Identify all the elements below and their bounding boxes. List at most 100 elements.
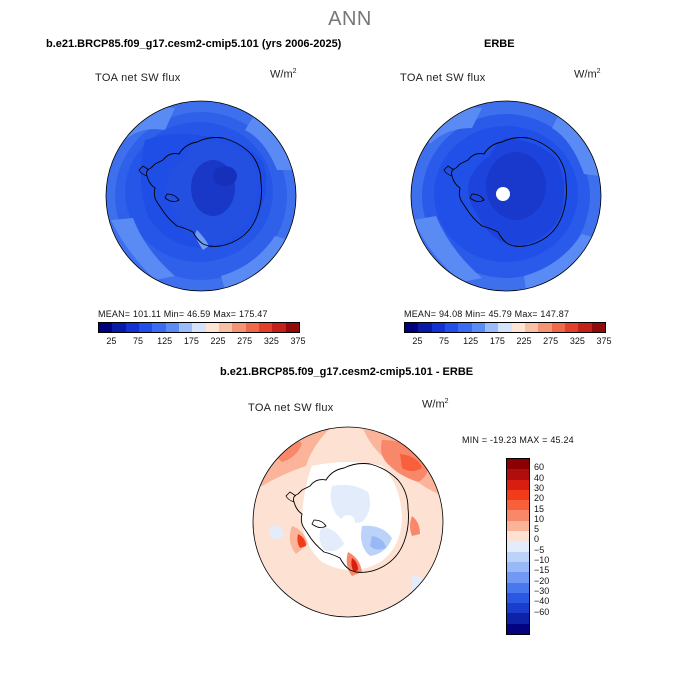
panel1-colorbar-ticks: 25 75 125 175 225 275 325 375 [98,336,305,348]
colorbar-tick-label: −5 [534,544,545,555]
colorbar-swatch [564,323,579,332]
colorbar-swatch [507,582,529,593]
colorbar-tick-label: 10 [534,513,545,524]
colorbar-swatch [285,323,299,332]
colorbar-tick-label: 225 [210,336,226,346]
colorbar-tick-label: 60 [534,462,545,473]
colorbar-swatch [507,489,529,501]
colorbar-swatch [458,323,472,332]
colorbar-swatch [165,323,179,332]
panel1-variable-label: TOA net SW flux [95,72,181,84]
colorbar-tick-label: −20 [534,575,550,586]
colorbar-swatch [152,323,166,332]
colorbar-tick-label: 25 [412,336,423,346]
colorbar-tick-label: −60 [534,606,550,617]
panel1-polar-map [105,100,297,292]
colorbar-tick-label: 5 [534,524,540,535]
panel3-colorbar [506,458,530,636]
colorbar-swatch [405,323,419,332]
panel2-title: ERBE [484,38,515,50]
colorbar-tick-label: 75 [438,336,449,346]
colorbar-tick-label: 175 [183,336,199,346]
colorbar-tick-label: −40 [534,596,550,607]
colorbar-swatch [507,459,529,470]
colorbar-swatch [507,479,529,490]
colorbar-swatch [507,531,529,542]
colorbar-swatch [507,561,529,573]
colorbar-swatch [245,323,259,332]
colorbar-tick-label: −15 [534,565,550,576]
panel3-stats: MIN = -19.23 MAX = 45.24 [462,435,574,445]
colorbar-swatch [591,323,605,332]
colorbar-tick-label: 325 [263,336,279,346]
colorbar-swatch [578,323,592,332]
colorbar-tick-label: 40 [534,472,545,483]
colorbar-swatch [498,323,512,332]
panel3-title: b.e21.BRCP85.f09_g17.cesm2-cmip5.101 - E… [220,366,474,378]
colorbar-swatch [192,323,206,332]
colorbar-swatch [484,323,499,332]
colorbar-tick-label: 0 [534,534,540,545]
colorbar-swatch [507,592,529,604]
colorbar-swatch [218,323,233,332]
colorbar-tick-label: 175 [489,336,505,346]
colorbar-swatch [507,623,529,635]
colorbar-tick-label: 225 [516,336,532,346]
panel1-units: W/m2 [270,68,297,81]
colorbar-tick-label: 375 [290,336,306,346]
colorbar-swatch [507,520,529,532]
colorbar-swatch [511,323,525,332]
panel3-variable-label: TOA net SW flux [248,402,334,414]
colorbar-tick-label: 75 [132,336,143,346]
colorbar-tick-label: −30 [534,585,550,596]
colorbar-swatch [138,323,153,332]
colorbar-swatch [507,613,529,624]
panel1-title: b.e21.BRCP85.f09_g17.cesm2-cmip5.101 (yr… [46,38,342,50]
colorbar-swatch [205,323,219,332]
main-title: ANN [328,8,372,30]
colorbar-swatch [507,541,529,552]
colorbar-swatch [418,323,432,332]
panel2-units: W/m2 [574,68,601,81]
colorbar-swatch [125,323,139,332]
colorbar-swatch [507,551,529,562]
panel2-polar-map [410,100,602,292]
colorbar-tick-label: 275 [237,336,253,346]
colorbar-tick-label: 25 [106,336,117,346]
colorbar-swatch [232,323,246,332]
colorbar-tick-label: 325 [569,336,585,346]
colorbar-swatch [524,323,539,332]
colorbar-tick-label: 275 [543,336,559,346]
colorbar-tick-label: 30 [534,482,545,493]
colorbar-swatch [178,323,193,332]
panel3-colorbar-labels: 60 40 30 20 15 10 5 0 −5 −10 −15 −20 −30 −40 −60 [534,458,574,634]
colorbar-swatch [431,323,445,332]
panel2-colorbar-ticks: 25 75 125 175 225 275 325 375 [404,336,611,348]
colorbar-swatch [112,323,126,332]
panel2-stats: MEAN= 94.08 Min= 45.79 Max= 147.87 [404,309,570,319]
panel1-colorbar [98,322,300,333]
colorbar-swatch [507,572,529,583]
colorbar-swatch [507,603,529,614]
panel1-stats: MEAN= 101.11 Min= 46.59 Max= 175.47 [98,309,268,319]
colorbar-tick-label: 20 [534,493,545,504]
colorbar-swatch [507,510,529,521]
colorbar-tick-label: −10 [534,555,550,565]
panel2-colorbar [404,322,606,333]
colorbar-swatch [551,323,565,332]
colorbar-tick-label: 125 [157,336,173,346]
colorbar-tick-label: 15 [534,503,545,514]
colorbar-swatch [444,323,459,332]
colorbar-swatch [507,469,529,480]
colorbar-swatch [258,323,273,332]
panel3-polar-map [252,426,444,618]
colorbar-swatch [507,500,529,511]
colorbar-swatch [99,323,113,332]
colorbar-swatch [538,323,552,332]
colorbar-tick-label: 125 [463,336,479,346]
panel2-variable-label: TOA net SW flux [400,72,486,84]
colorbar-tick-label: 375 [596,336,612,346]
panel3-units: W/m2 [422,398,449,411]
colorbar-swatch [272,323,286,332]
colorbar-swatch [471,323,485,332]
